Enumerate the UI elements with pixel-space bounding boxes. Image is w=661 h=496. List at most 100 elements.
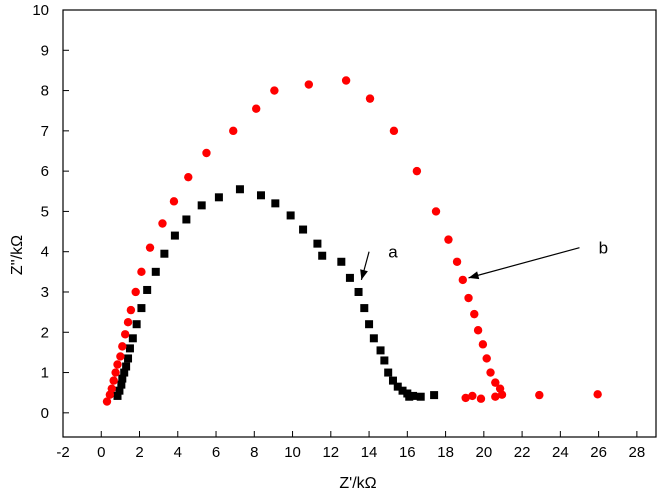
data-point-a (132, 320, 141, 329)
data-point-b (476, 394, 486, 403)
y-tick-label: 10 (32, 2, 49, 19)
data-point-a (376, 346, 385, 355)
data-point-a (151, 267, 160, 276)
y-tick-label: 1 (41, 365, 49, 382)
data-point-b (126, 305, 136, 315)
data-series (102, 76, 602, 406)
data-point-a (113, 391, 122, 400)
data-point-a (197, 201, 206, 210)
data-point-b (444, 235, 453, 244)
data-point-b (102, 397, 112, 406)
data-point-b (131, 287, 140, 297)
data-point-b (478, 340, 488, 349)
data-point-a (360, 304, 369, 313)
data-point-a (271, 199, 280, 208)
data-point-b (137, 267, 146, 277)
y-tick-label: 7 (41, 123, 49, 140)
data-point-a (160, 249, 169, 258)
y-tick-label: 4 (41, 244, 49, 261)
data-point-a (365, 320, 374, 329)
data-point-a (256, 191, 265, 200)
data-point-b (169, 197, 179, 206)
data-point-a (299, 225, 308, 234)
data-point-b (184, 172, 193, 182)
data-point-a (143, 285, 152, 294)
data-point-b (113, 360, 122, 369)
data-point-a (416, 392, 425, 401)
x-tick-label: 4 (174, 444, 182, 461)
x-tick-label: 8 (250, 444, 258, 461)
data-point-b (123, 317, 133, 327)
data-point-a (398, 386, 407, 395)
data-point-a (318, 251, 327, 260)
data-point-a (388, 376, 397, 385)
data-point-b (116, 352, 125, 361)
data-point-a (137, 304, 146, 313)
data-point-b (111, 368, 120, 377)
data-point-b (229, 126, 238, 136)
x-tick-label: 16 (399, 444, 416, 461)
data-point-a (286, 211, 295, 220)
data-point-a (214, 193, 223, 202)
data-point-a (393, 382, 402, 391)
x-axis-ticks: -2 0 2 4 6 8 10 12 14 16 18 20 22 24 26 28 (56, 431, 645, 461)
data-point-a (337, 257, 346, 266)
x-tick-label: 22 (514, 444, 531, 461)
data-point-b (535, 390, 544, 400)
data-point-a (384, 368, 393, 377)
data-point-b (464, 293, 473, 303)
series-b (102, 76, 602, 406)
data-point-b (389, 126, 399, 136)
annotation-label-a: a (388, 243, 398, 262)
y-tick-label: 3 (41, 284, 49, 301)
data-point-b (473, 326, 483, 335)
x-tick-label: 10 (284, 444, 301, 461)
data-point-a (182, 215, 191, 224)
x-tick-label: 0 (97, 444, 105, 461)
x-tick-label: 18 (437, 444, 454, 461)
data-point-b (491, 378, 500, 387)
x-tick-label: 6 (212, 444, 220, 461)
x-tick-label: 2 (135, 444, 143, 461)
data-point-a (235, 185, 244, 194)
data-point-a (369, 334, 378, 343)
data-point-b (468, 391, 477, 401)
annotation-arrowhead-b (468, 271, 480, 280)
data-point-b (107, 384, 116, 393)
data-point-b (461, 393, 470, 403)
data-point-a (430, 391, 439, 400)
data-point-b (252, 104, 261, 113)
data-point-a (122, 362, 131, 371)
data-point-a (170, 231, 179, 240)
data-point-b (486, 368, 495, 377)
x-tick-label: 20 (475, 444, 492, 461)
plot-area-frame (62, 9, 657, 438)
data-point-b (412, 166, 422, 176)
data-point-a (117, 380, 126, 389)
data-point-b (431, 207, 441, 216)
x-tick-label: 14 (361, 444, 378, 461)
x-tick-label: -2 (56, 444, 69, 461)
series-a (113, 185, 439, 401)
data-point-b (120, 330, 130, 339)
y-axis-ticks: 0 1 2 3 4 5 6 7 8 9 10 (32, 2, 69, 422)
data-point-b (365, 94, 375, 103)
data-point-b (304, 80, 314, 89)
data-point-b (470, 309, 479, 319)
y-tick-label: 8 (41, 83, 49, 100)
data-point-a (120, 368, 129, 377)
data-point-b (458, 275, 467, 285)
data-point-a (118, 374, 127, 383)
data-point-a (345, 273, 354, 282)
y-tick-label: 2 (41, 324, 49, 341)
y-tick-label: 9 (41, 42, 49, 59)
data-point-b (452, 257, 462, 266)
data-point-b (118, 342, 127, 351)
annotation-label-b: b (599, 239, 608, 258)
x-tick-label: 24 (552, 444, 569, 461)
data-point-b (158, 219, 167, 228)
x-tick-label: 28 (629, 444, 646, 461)
y-tick-label: 0 (41, 405, 49, 422)
